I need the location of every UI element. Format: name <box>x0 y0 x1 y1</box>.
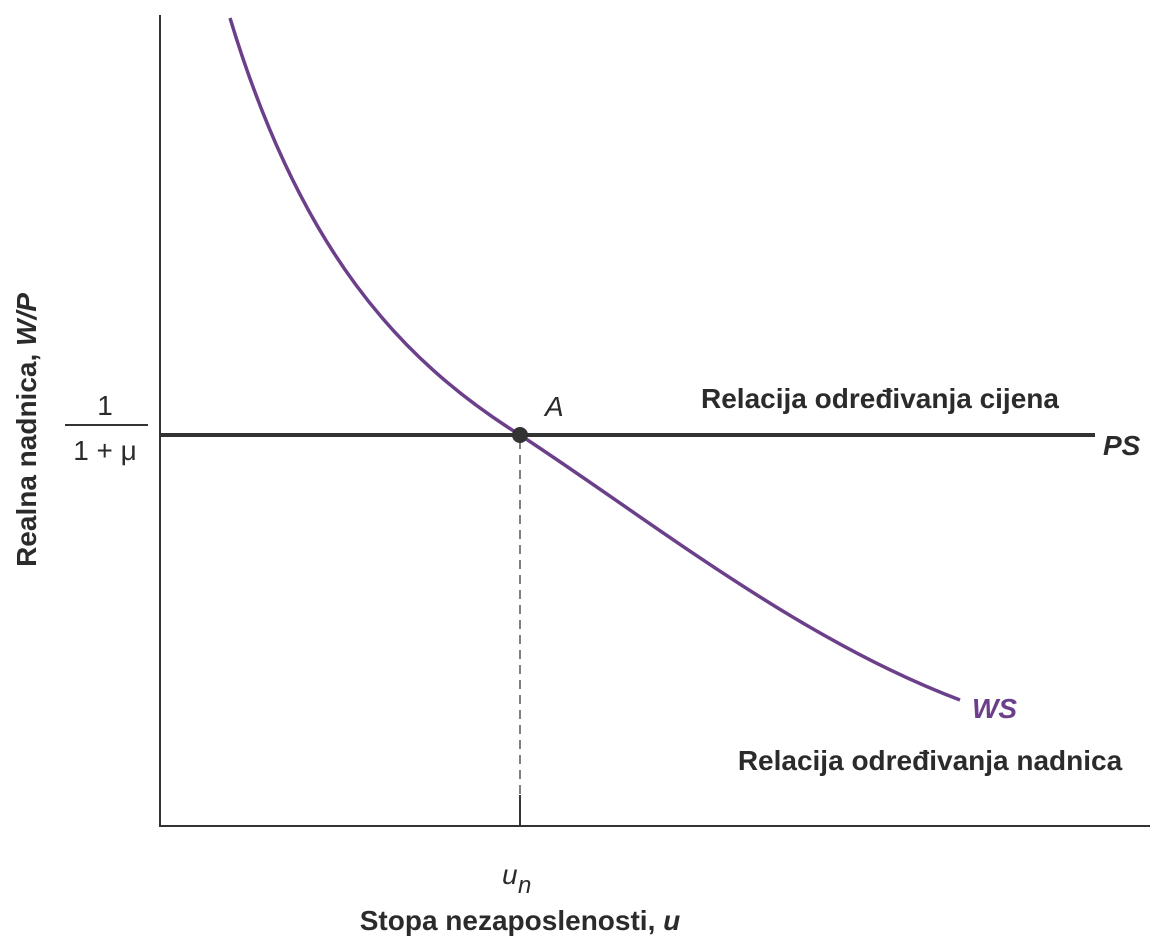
ps-label: PS <box>1103 430 1141 461</box>
x-label-variable: u <box>663 905 680 936</box>
ws-curve <box>228 17 961 702</box>
y-axis-label: Realna nadnica, W/P <box>11 293 42 567</box>
x-tick-symbol: u <box>502 859 518 890</box>
ws-label: WS <box>972 693 1017 724</box>
x-tick-subscript: n <box>518 872 531 899</box>
x-axis-label: Stopa nezaposlenosti, u <box>360 905 681 936</box>
y-tick-denominator: 1 + μ <box>73 435 137 466</box>
x-label-text: Stopa nezaposlenosti, <box>360 905 663 936</box>
y-label-text: Realna nadnica, <box>11 346 42 567</box>
ps-description: Relacija određivanja cijena <box>701 383 1059 414</box>
equilibrium-point <box>512 427 528 443</box>
ws-description: Relacija određivanja nadnica <box>738 745 1123 776</box>
point-label: A <box>543 391 564 422</box>
y-tick-numerator: 1 <box>97 390 113 421</box>
y-label-variable: W/P <box>11 293 42 346</box>
